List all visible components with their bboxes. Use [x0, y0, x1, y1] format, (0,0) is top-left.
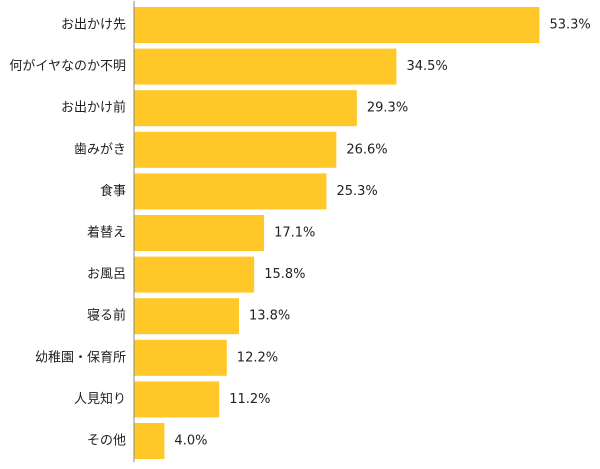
category-label-5: 食事 [100, 183, 126, 199]
bar-5 [134, 173, 327, 210]
category-labels-group: お出かけ先何がイヤなのか不明お出かけ前歯みがき食事着替えお風呂寝る前幼稚園・保育… [9, 18, 126, 449]
value-label-7: 15.8% [264, 267, 305, 282]
category-label-10: 人見知り [74, 391, 126, 407]
category-label-9: 幼稚園・保育所 [35, 349, 126, 365]
bar-4 [134, 131, 337, 168]
value-label-10: 11.2% [229, 392, 270, 407]
category-label-11: その他 [87, 434, 126, 449]
bar-10 [134, 381, 220, 418]
category-label-4: 歯みがき [74, 142, 126, 157]
bar-6 [134, 215, 265, 251]
bar-9 [134, 339, 227, 376]
bar-11 [134, 423, 165, 459]
value-label-9: 12.2% [237, 350, 278, 365]
value-label-5: 25.3% [336, 184, 377, 199]
bar-2 [134, 48, 397, 85]
value-label-6: 17.1% [274, 226, 315, 241]
bar-7 [134, 256, 255, 293]
bar-8 [134, 298, 239, 335]
category-label-7: お風呂 [87, 267, 126, 282]
value-label-8: 13.8% [249, 309, 290, 324]
category-label-3: お出かけ前 [61, 100, 126, 116]
bars-group [134, 7, 540, 459]
value-label-4: 26.6% [346, 142, 387, 157]
category-label-8: 寝る前 [87, 308, 126, 324]
value-labels-group: 53.3% 34.5% 29.3% 26.6% 25.3% 17.1% 15.8% 13.8%… [174, 18, 590, 449]
value-label-2: 34.5% [406, 59, 447, 74]
bar-1 [134, 7, 540, 43]
category-label-6: 着替え [87, 225, 126, 241]
value-label-11: 4.0% [174, 434, 207, 449]
value-label-1: 53.3% [549, 18, 590, 33]
category-label-1: お出かけ先 [61, 18, 126, 33]
value-label-3: 29.3% [367, 101, 408, 116]
category-label-2: 何がイヤなのか不明 [9, 58, 126, 74]
bar-3 [134, 90, 357, 127]
